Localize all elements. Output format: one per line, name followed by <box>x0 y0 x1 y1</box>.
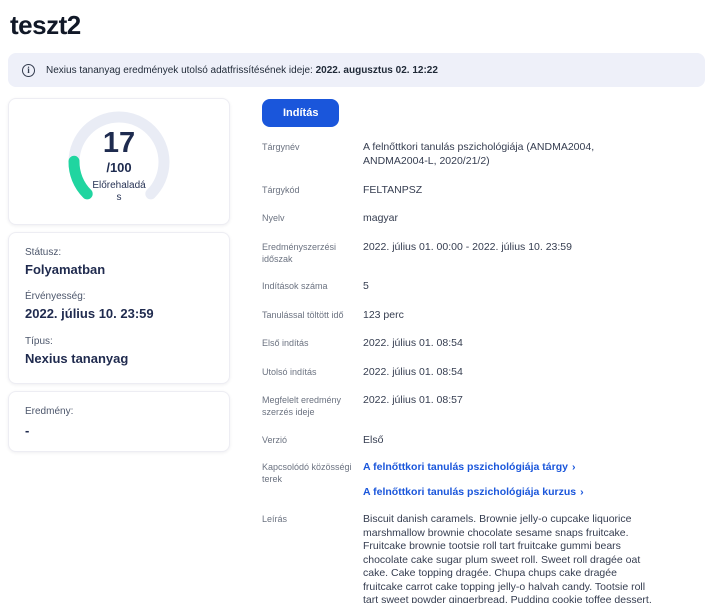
content: 17 /100 Előrehaladás Státusz: Folyamatba… <box>8 98 705 603</box>
row-label: Verzió <box>262 434 288 445</box>
details-panel: Indítás Tárgynév A felnőttkori tanulás p… <box>262 98 705 603</box>
detail-row-description: Leírás Biscuit danish caramels. Brownie … <box>262 513 705 603</box>
row-label: Nyelv <box>262 213 285 224</box>
progress-gauge: 17 /100 Előrehaladás <box>63 106 175 218</box>
result-value: - <box>25 422 30 438</box>
gauge-svg <box>68 111 170 199</box>
row-value: Első <box>363 433 384 446</box>
row-label: Megfelelt eredmény szerzés ideje <box>262 395 342 417</box>
row-value: 5 <box>363 280 369 293</box>
detail-row-pass-time: Megfelelt eredmény szerzés ideje 2022. j… <box>262 393 705 418</box>
validity-label: Érvényesség: <box>25 291 86 303</box>
chevron-right-icon: › <box>580 485 584 498</box>
info-icon: i <box>22 63 35 77</box>
community-link-course[interactable]: A felnőttkori tanulás pszichológiája kur… <box>363 485 584 498</box>
sidebar: 17 /100 Előrehaladás Státusz: Folyamatba… <box>8 98 230 459</box>
info-banner: i Nexius tananyag eredmények utolsó adat… <box>8 53 705 87</box>
row-label: Tanulással töltött idő <box>262 309 344 320</box>
type-group: Típus: Nexius tananyag <box>25 336 213 367</box>
row-label: Tárgynév <box>262 142 300 152</box>
chevron-right-icon: › <box>571 461 576 474</box>
status-group: Státusz: Folyamatban <box>25 247 213 278</box>
row-value: A felnőttkori tanulás pszichológiája (AN… <box>363 141 595 168</box>
detail-row-result-period: Eredményszerzési időszak 2022. július 01… <box>262 240 705 265</box>
row-label: Leírás <box>262 514 288 525</box>
row-value: 2022. július 01. 08:57 <box>363 394 463 407</box>
validity-value: 2022. július 10. 23:59 <box>25 306 154 322</box>
banner-message: Nexius tananyag eredmények utolsó adatfr… <box>46 64 313 76</box>
row-value: magyar <box>363 212 399 225</box>
banner-date: 2022. augusztus 02. 12:22 <box>315 64 438 76</box>
detail-row-version: Verzió Első <box>262 433 705 447</box>
status-label: Státusz: <box>25 247 62 258</box>
row-value: 2022. július 01. 08:54 <box>363 365 463 378</box>
detail-row-language: Nyelv magyar <box>262 211 705 225</box>
detail-row-subject-code: Tárgykód FELTANPSZ <box>262 183 705 197</box>
detail-row-last-launch: Utolsó indítás 2022. július 01. 08:54 <box>262 365 705 379</box>
row-label: Kapcsolódó közösségi terek <box>262 462 352 484</box>
row-label: Indítások száma <box>262 281 328 292</box>
type-value: Nexius tananyag <box>25 350 129 366</box>
gauge-progress-arc <box>68 155 93 199</box>
detail-row-subject-name: Tárgynév A felnőttkori tanulás pszicholó… <box>262 140 705 169</box>
result-card: Eredmény: - <box>8 390 230 452</box>
community-links: A felnőttkori tanulás pszichológiája tár… <box>363 461 584 499</box>
detail-row-community-spaces: Kapcsolódó közösségi terek A felnőttkori… <box>262 461 705 499</box>
row-value: 2022. július 01. 00:00 - 2022. július 10… <box>363 240 572 253</box>
type-label: Típus: <box>25 335 53 347</box>
row-value: FELTANPSZ <box>363 183 423 196</box>
detail-row-time-spent: Tanulással töltött idő 123 perc <box>262 308 705 322</box>
detail-row-launch-count: Indítások száma 5 <box>262 279 705 293</box>
progress-card: 17 /100 Előrehaladás <box>8 98 230 225</box>
status-card: Státusz: Folyamatban Érvényesség: 2022. … <box>8 232 230 384</box>
progress-value: 17 <box>102 126 136 159</box>
page-title: teszt2 <box>10 10 81 40</box>
banner-text: Nexius tananyag eredmények utolsó adatfr… <box>46 65 438 76</box>
progress-denominator: /100 <box>106 159 132 175</box>
validity-group: Érvényesség: 2022. július 10. 23:59 <box>25 291 213 322</box>
description-text: Biscuit danish caramels. Brownie jelly-o… <box>363 513 652 603</box>
row-label: Első indítás <box>262 338 309 349</box>
row-value: 2022. július 01. 08:54 <box>363 337 463 350</box>
result-label: Eredmény: <box>25 405 74 417</box>
row-label: Utolsó indítás <box>262 366 317 377</box>
community-link-subject[interactable]: A felnőttkori tanulás pszichológiája tár… <box>363 461 576 474</box>
detail-row-first-launch: Első indítás 2022. július 01. 08:54 <box>262 336 705 350</box>
row-label: Eredményszerzési időszak <box>262 241 337 264</box>
gauge-overlay: 17 /100 Előrehaladás <box>63 106 175 218</box>
status-value: Folyamatban <box>25 262 106 277</box>
start-button[interactable]: Indítás <box>262 99 340 127</box>
progress-label: Előrehaladás <box>92 179 146 204</box>
row-label: Tárgykód <box>262 184 300 195</box>
row-value: 123 perc <box>363 308 404 321</box>
